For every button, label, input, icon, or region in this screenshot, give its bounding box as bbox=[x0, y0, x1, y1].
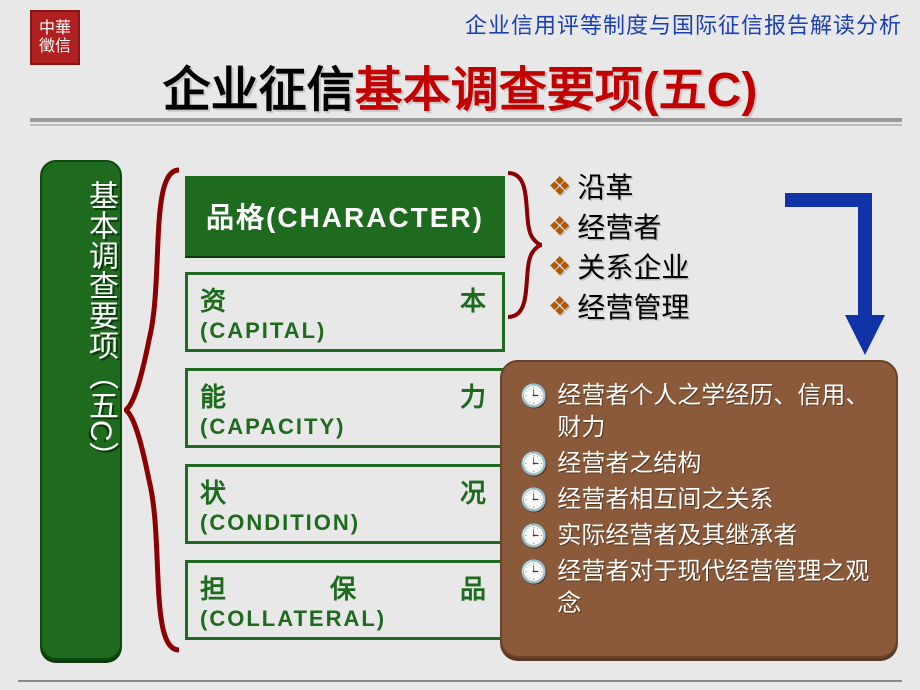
character-sub-label: 关系企业 bbox=[577, 252, 689, 283]
five-c-cn: 状况 bbox=[200, 473, 490, 510]
clock-bullet-icon: 🕒 bbox=[520, 520, 547, 552]
five-c-item: 状况(CONDITION) bbox=[185, 464, 505, 544]
left-category-label: 基本调查要项（五C） bbox=[42, 180, 120, 472]
left-category-box: 基本调查要项（五C） bbox=[40, 160, 122, 660]
operator-detail-text: 经营者相互间之关系 bbox=[557, 484, 884, 516]
five-c-en: (CAPITAL) bbox=[200, 318, 490, 344]
operator-detail-item: 🕒 经营者相互间之关系 bbox=[520, 484, 884, 516]
title-divider bbox=[30, 118, 902, 126]
slide-title: 企业征信基本调查要项(五C) bbox=[0, 50, 920, 120]
character-sub-item: ❖关系企业 bbox=[548, 248, 689, 288]
clock-bullet-icon: 🕒 bbox=[520, 484, 547, 516]
five-c-item: 资本(CAPITAL) bbox=[185, 272, 505, 352]
operator-detail-text: 经营者之结构 bbox=[557, 448, 884, 480]
five-c-item: 担保品(COLLATERAL) bbox=[185, 560, 505, 640]
five-c-cn: 能力 bbox=[200, 377, 490, 414]
title-part1: 企业征信 bbox=[163, 64, 355, 117]
operator-detail-item: 🕒 实际经营者及其继承者 bbox=[520, 520, 884, 552]
diamond-bullet-icon: ❖ bbox=[548, 286, 571, 326]
diamond-bullet-icon: ❖ bbox=[548, 206, 571, 246]
clock-bullet-icon: 🕒 bbox=[520, 380, 547, 412]
five-c-en: (CONDITION) bbox=[200, 510, 490, 536]
right-brace bbox=[504, 165, 544, 325]
diamond-bullet-icon: ❖ bbox=[548, 246, 571, 286]
slide-header-note: 企业信用评等制度与国际征信报告解读分析 bbox=[465, 8, 902, 40]
clock-bullet-icon: 🕒 bbox=[520, 448, 547, 480]
operator-detail-box: 🕒 经营者个人之学经历、信用、财力 🕒 经营者之结构 🕒 经营者相互间之关系 🕒 实际经营者及… bbox=[500, 360, 898, 658]
five-c-label: 品格(CHARACTER) bbox=[206, 196, 484, 236]
operator-detail-item: 🕒 经营者个人之学经历、信用、财力 bbox=[520, 380, 884, 444]
operator-detail-item: 🕒 经营者对于现代经营管理之观念 bbox=[520, 556, 884, 620]
five-c-cn: 担保品 bbox=[200, 569, 490, 606]
bottom-divider bbox=[18, 680, 902, 682]
diamond-bullet-icon: ❖ bbox=[548, 166, 571, 206]
left-brace bbox=[124, 160, 184, 660]
operator-detail-item: 🕒 经营者之结构 bbox=[520, 448, 884, 480]
character-sub-label: 经营者 bbox=[577, 212, 661, 243]
operator-detail-text: 经营者对于现代经营管理之观念 bbox=[557, 556, 884, 620]
character-sub-list: ❖沿革❖经营者❖关系企业❖经营管理 bbox=[548, 168, 689, 328]
title-part2: 基本调查要项(五C) bbox=[355, 64, 758, 117]
five-c-item: 品格(CHARACTER) bbox=[185, 176, 505, 256]
flow-arrow bbox=[780, 190, 890, 360]
operator-detail-text: 经营者个人之学经历、信用、财力 bbox=[557, 380, 884, 444]
clock-bullet-icon: 🕒 bbox=[520, 556, 547, 588]
five-c-item: 能力(CAPACITY) bbox=[185, 368, 505, 448]
five-c-cn: 资本 bbox=[200, 281, 490, 318]
operator-detail-text: 实际经营者及其继承者 bbox=[557, 520, 884, 552]
five-c-en: (CAPACITY) bbox=[200, 414, 490, 440]
five-c-en: (COLLATERAL) bbox=[200, 606, 490, 632]
character-sub-item: ❖经营者 bbox=[548, 208, 689, 248]
character-sub-item: ❖沿革 bbox=[548, 168, 689, 208]
character-sub-label: 经营管理 bbox=[577, 292, 689, 323]
character-sub-item: ❖经营管理 bbox=[548, 288, 689, 328]
character-sub-label: 沿革 bbox=[577, 172, 633, 203]
